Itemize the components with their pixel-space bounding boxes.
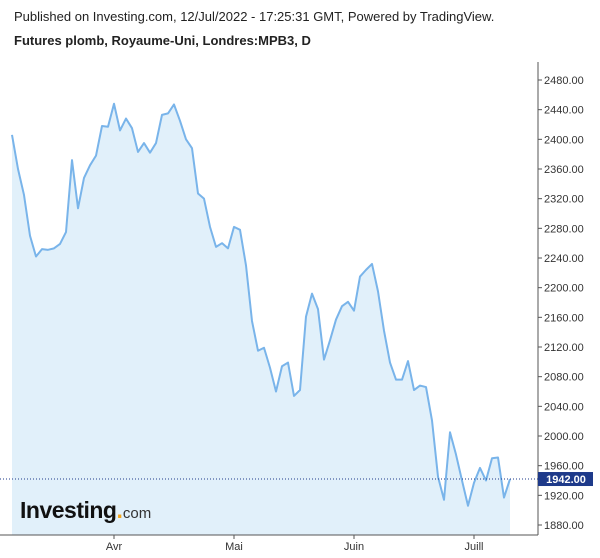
y-tick-label: 2440.00 — [544, 105, 584, 117]
y-tick-label: 2320.00 — [544, 194, 584, 206]
y-tick-label: 2240.00 — [544, 253, 584, 265]
y-tick-label: 2480.00 — [544, 75, 584, 87]
y-tick-label: 2000.00 — [544, 431, 584, 443]
plot-area — [11, 102, 511, 535]
y-tick-label: 1880.00 — [544, 520, 584, 532]
series-line — [11, 102, 511, 507]
y-tick-label: 2040.00 — [544, 401, 584, 413]
y-tick-label: 2120.00 — [544, 342, 584, 354]
y-tick-label: 2160.00 — [544, 312, 584, 324]
y-tick-label: 2200.00 — [544, 283, 584, 295]
last-price-label: 1942.00 — [546, 474, 586, 486]
x-tick-label: Mai — [225, 541, 243, 553]
last-price-tag — [538, 472, 593, 487]
investing-logo: Investing.com — [20, 497, 151, 524]
x-axis: Avr Mai Juin Juill — [0, 534, 538, 553]
logo-wordmark: Investing — [20, 497, 117, 523]
x-tick-label: Juin — [344, 541, 364, 553]
y-tick-label: 1920.00 — [544, 490, 584, 502]
series-area — [12, 103, 510, 535]
y-tick-label: 1960.00 — [544, 461, 584, 473]
x-tick-label: Avr — [106, 541, 123, 553]
published-note: Published on Investing.com, 12/Jul/2022 … — [14, 9, 495, 24]
logo-suffix: com — [122, 505, 152, 522]
y-tick-label: 2400.00 — [544, 134, 584, 146]
y-axis: 1880.00 1920.00 1960.00 2000.00 2040.00 2080.… — [537, 62, 584, 535]
logo-dot: . — [116, 497, 123, 523]
y-tick-label: 2360.00 — [544, 164, 584, 176]
y-tick-label: 2080.00 — [544, 372, 584, 384]
x-tick-label: Juill — [465, 541, 484, 553]
last-price-marker: 1942.00 — [0, 472, 593, 487]
chart-title: Futures plomb, Royaume-Uni, Londres:MPB3… — [14, 33, 311, 48]
y-tick-label: 2280.00 — [544, 223, 584, 235]
